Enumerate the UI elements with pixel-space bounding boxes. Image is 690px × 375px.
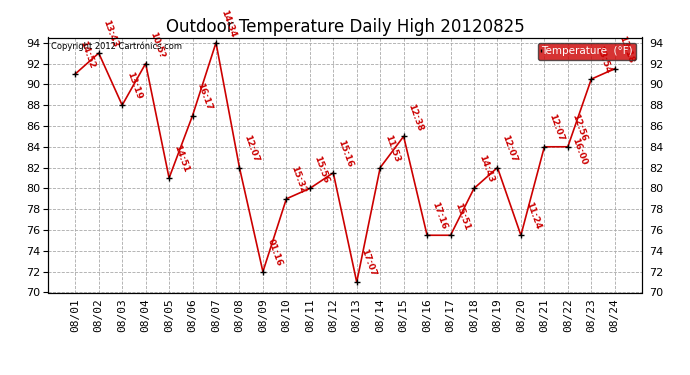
Text: 15:16: 15:16 (336, 139, 354, 169)
Text: 17:07: 17:07 (359, 248, 378, 278)
Text: 15:32: 15:32 (289, 165, 307, 195)
Text: 01:16: 01:16 (266, 238, 284, 267)
Text: 11:53: 11:53 (383, 134, 401, 164)
Text: 12:56: 12:56 (571, 112, 589, 142)
Text: 14:52: 14:52 (78, 40, 97, 70)
Text: 14:43: 14:43 (477, 154, 495, 184)
Title: Outdoor Temperature Daily High 20120825: Outdoor Temperature Daily High 20120825 (166, 18, 524, 36)
Text: 14:34: 14:34 (219, 8, 237, 39)
Text: 15:51: 15:51 (453, 201, 471, 231)
Text: 16:00: 16:00 (571, 136, 589, 166)
Text: 13:19: 13:19 (125, 71, 144, 101)
Text: 13:18: 13:18 (618, 34, 635, 64)
Text: 12:07: 12:07 (242, 134, 261, 164)
Text: 12:07: 12:07 (500, 134, 518, 164)
Text: 16:17: 16:17 (195, 81, 214, 111)
Text: Copyright 2012 Cartrónics.com: Copyright 2012 Cartrónics.com (51, 41, 182, 51)
Text: 11:24: 11:24 (524, 201, 542, 231)
Text: 14:51: 14:51 (172, 144, 190, 174)
Legend: Temperature  (°F): Temperature (°F) (538, 43, 636, 60)
Text: 17:16: 17:16 (430, 201, 448, 231)
Text: 12:07: 12:07 (547, 112, 565, 142)
Text: 12:38: 12:38 (406, 102, 424, 132)
Text: 13:43: 13:43 (101, 19, 120, 49)
Text: 15:56: 15:56 (313, 154, 331, 184)
Text: 10:5?: 10:5? (148, 30, 166, 59)
Text: 13:54: 13:54 (594, 45, 612, 75)
